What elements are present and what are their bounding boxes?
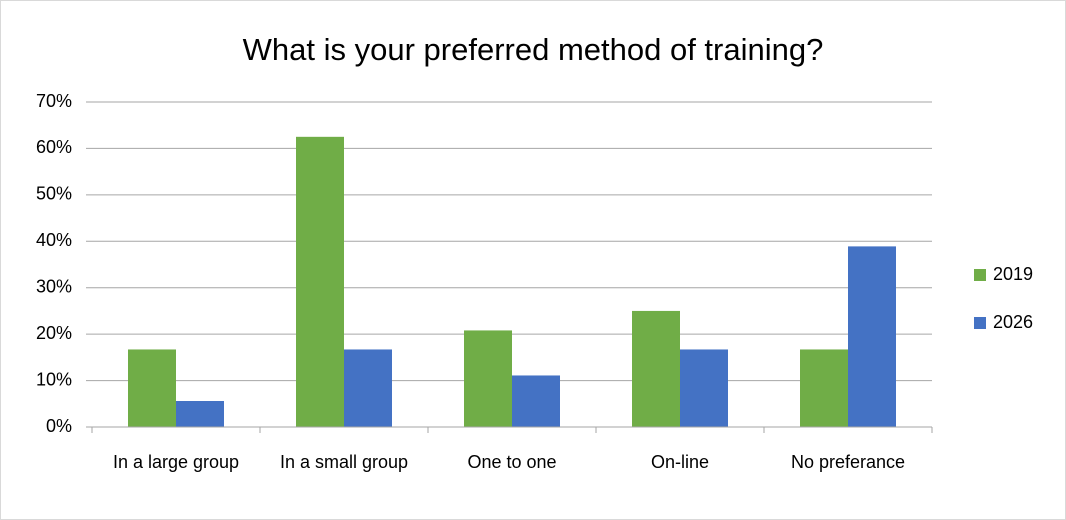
bar bbox=[176, 401, 224, 427]
chart-title: What is your preferred method of trainin… bbox=[243, 32, 824, 67]
y-tick-label: 60% bbox=[36, 137, 72, 157]
bar bbox=[344, 349, 392, 427]
y-tick-label: 30% bbox=[36, 276, 72, 296]
bar bbox=[296, 136, 344, 428]
bar bbox=[632, 310, 680, 427]
legend-swatch bbox=[974, 269, 986, 281]
x-tick-label: On-line bbox=[650, 452, 710, 472]
legend-label: 2026 bbox=[993, 312, 1033, 332]
bar bbox=[128, 349, 176, 427]
y-tick-label: 40% bbox=[36, 230, 72, 250]
y-tick-label: 70% bbox=[36, 91, 72, 111]
legend-label: 2019 bbox=[993, 264, 1033, 284]
y-tick-label: 10% bbox=[36, 369, 72, 389]
bar bbox=[464, 330, 512, 427]
legend-swatch bbox=[974, 317, 986, 329]
bar bbox=[848, 246, 896, 427]
bar bbox=[800, 349, 848, 427]
x-tick-label: One to one bbox=[467, 452, 557, 472]
x-tick-label: No preferance bbox=[790, 452, 906, 472]
x-tick-label: In a small group bbox=[279, 452, 409, 472]
bar bbox=[680, 349, 728, 427]
y-tick-label: 20% bbox=[36, 323, 72, 343]
bar bbox=[512, 375, 560, 427]
y-tick-label: 0% bbox=[46, 416, 72, 436]
y-tick-label: 50% bbox=[36, 184, 72, 204]
x-tick-label: In a large group bbox=[112, 452, 240, 472]
